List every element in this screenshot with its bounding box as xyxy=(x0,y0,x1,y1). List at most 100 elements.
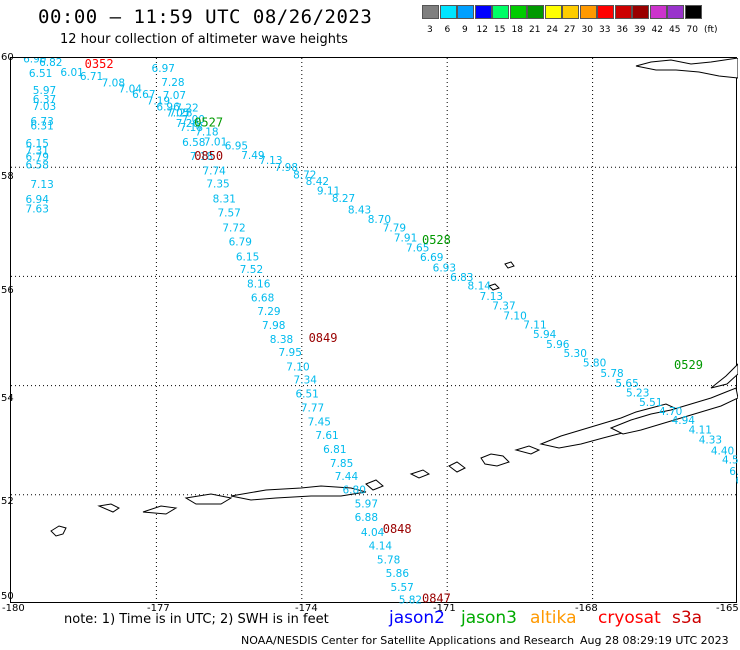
swh-value: 6.73 xyxy=(30,116,53,128)
swh-value: 7.49 xyxy=(241,150,264,162)
swh-value: 7.79 xyxy=(383,223,406,235)
swh-value: 6.58 xyxy=(182,137,205,149)
pass-time-label: 0527 xyxy=(194,115,223,129)
swh-value: 6.97 xyxy=(152,63,175,75)
swh-value: 8.70 xyxy=(368,214,391,226)
coastline xyxy=(142,505,178,515)
swh-value: 5.78 xyxy=(600,368,623,380)
swh-value: 6.15 xyxy=(26,138,49,150)
swh-value: 6.01 xyxy=(60,67,83,79)
swh-value: 5.86 xyxy=(386,568,410,580)
swh-value: 8.27 xyxy=(332,193,355,205)
swh-value: 7.11 xyxy=(523,319,546,331)
swh-value: 7.85 xyxy=(330,458,353,470)
swh-value: 8.42 xyxy=(306,176,329,188)
pass-time-label: 0849 xyxy=(309,331,338,345)
swh-value: 6.83 xyxy=(450,272,473,284)
swh-value: 7.01 xyxy=(204,136,227,148)
pass-time-label: 0526 xyxy=(68,58,97,61)
scale-label: 6 xyxy=(444,25,451,35)
swh-value: 8.72 xyxy=(293,170,316,182)
swh-value: 7.08 xyxy=(102,77,125,89)
swh-value: 7.18 xyxy=(180,122,203,134)
scale-label: 27 xyxy=(564,25,576,35)
scale-swatch xyxy=(474,5,492,19)
scale-swatch xyxy=(492,5,509,19)
swh-value: 7.10 xyxy=(503,311,526,323)
swh-value: 5.97 xyxy=(355,498,378,510)
swh-value: 7.77 xyxy=(301,402,324,414)
swh-value: 6.51 xyxy=(295,389,318,401)
swh-value: 7.07 xyxy=(163,90,186,102)
swh-value: 7.57 xyxy=(217,207,240,219)
swh-value: 5.23 xyxy=(626,388,649,400)
footer-timestamp: Aug 28 08:29:19 UTC 2023 xyxy=(580,634,729,647)
pass-time-label: 0529 xyxy=(674,358,703,372)
swh-value: 6.93 xyxy=(433,262,456,274)
scale-swatch xyxy=(422,5,439,19)
swh-value: 8.31 xyxy=(213,194,236,206)
scale-swatch xyxy=(562,5,579,19)
swh-value: 6.79 xyxy=(26,152,49,164)
footer-org: NOAA/NESDIS Center for Satellite Applica… xyxy=(241,634,575,647)
x-axis-tick-label: -171 xyxy=(433,603,456,614)
swh-value: 7.91 xyxy=(394,232,417,244)
footnote: note: 1) Time is in UTC; 2) SWH is in fe… xyxy=(64,612,329,627)
swh-value: 8.43 xyxy=(348,205,371,217)
scale-swatch xyxy=(457,5,474,19)
swh-value: 7.13 xyxy=(480,291,503,303)
swh-value: 5.57 xyxy=(390,582,413,594)
x-axis-tick-label: -168 xyxy=(575,603,598,614)
swh-value: 6.82 xyxy=(39,58,62,69)
swh-value: 4.94 xyxy=(672,415,696,427)
swh-value: 6.85 xyxy=(729,466,738,478)
swh-value: 6.68 xyxy=(251,293,274,305)
scale-label: 36 xyxy=(616,25,628,35)
swh-value: 6.79 xyxy=(229,236,252,248)
scale-swatch xyxy=(439,5,457,19)
scale-swatch xyxy=(527,5,544,19)
y-axis-tick-label: 50 xyxy=(1,591,14,602)
swh-value: 6.95 xyxy=(736,475,738,487)
scale-label: 3 xyxy=(427,25,433,35)
swh-value: 6.71 xyxy=(145,58,168,61)
coastline xyxy=(514,445,541,455)
satellite-label-s3a: s3a xyxy=(672,608,703,628)
swh-value: 7.13 xyxy=(30,179,53,191)
scale-swatch xyxy=(544,5,562,19)
scale-swatch xyxy=(632,5,649,19)
swh-value: 6.80 xyxy=(343,485,366,497)
scale-swatch xyxy=(667,5,684,19)
scale-label: 18 xyxy=(511,25,523,35)
pass-time-label: 0847 xyxy=(422,591,451,604)
pass-time-label: 0848 xyxy=(383,522,412,536)
swh-value: 6.58 xyxy=(26,159,49,171)
swh-value: 7.04 xyxy=(119,83,143,95)
scale-swatch xyxy=(597,5,614,19)
swh-value: 7.74 xyxy=(202,165,226,177)
scale-label: 21 xyxy=(529,25,541,35)
swh-value: 7.22 xyxy=(175,103,198,115)
swh-value: 4.04 xyxy=(361,527,385,539)
coastline xyxy=(635,58,738,79)
swh-value: 7.13 xyxy=(259,155,282,167)
swh-value: 8.14 xyxy=(468,281,492,293)
swh-value: 7.05 xyxy=(166,107,189,119)
scale-swatch xyxy=(614,5,632,19)
swh-value: 5.78 xyxy=(377,555,400,567)
map-canvas: 6.906.826.51 6.016.717.087.046.677.196.96… xyxy=(11,58,738,604)
scale-label: 33 xyxy=(599,25,611,35)
swh-value: 6.69 xyxy=(420,252,443,264)
swh-value: 4.70 xyxy=(659,406,682,418)
swh-value: 7.44 xyxy=(335,471,359,483)
swh-value: 4.40 xyxy=(711,445,734,457)
swh-value: 7.18 xyxy=(190,151,213,163)
coastline xyxy=(184,493,233,505)
swh-value: 6.15 xyxy=(236,252,259,264)
scale-swatch xyxy=(649,5,667,19)
swh-value: 7.52 xyxy=(240,264,263,276)
scale-label: 9 xyxy=(462,25,468,35)
scale-label: 45 xyxy=(669,25,681,35)
coastline xyxy=(365,479,384,491)
swh-value: 6.94 xyxy=(26,194,50,206)
